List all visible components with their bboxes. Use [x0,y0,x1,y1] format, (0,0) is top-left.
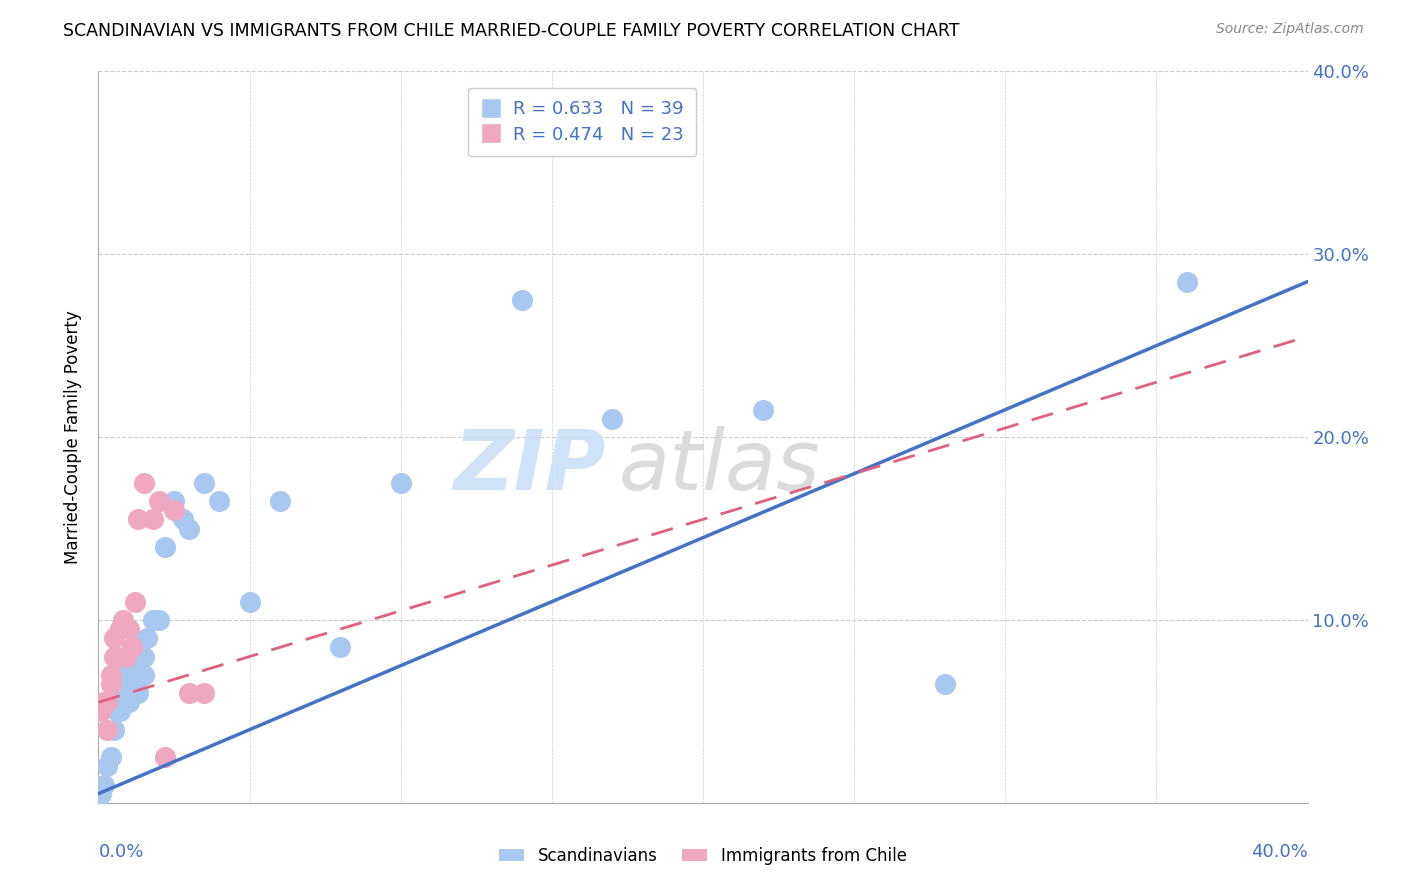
Point [96,695,118,709]
Text: 40.0%: 40.0% [1251,843,1308,861]
Point [93,695,115,709]
Point [108,686,131,700]
Point [108,705,131,719]
Point [103,686,125,700]
Point [153,540,176,554]
Point [124,594,146,608]
Point [114,649,136,664]
Point [239,594,262,608]
Point [132,649,155,664]
Point [103,723,125,737]
Point [96,759,118,773]
Point [153,750,176,764]
Point [148,613,170,627]
Point [108,622,131,636]
Point [127,512,149,526]
Point [329,640,352,655]
Legend: Scandinavians, Immigrants from Chile: Scandinavians, Immigrants from Chile [491,838,915,873]
Point [172,512,194,526]
Point [193,475,215,490]
Y-axis label: Married-Couple Family Poverty: Married-Couple Family Poverty [65,310,83,564]
Point [132,475,155,490]
Point [193,686,215,700]
Point [118,686,141,700]
Point [934,677,956,691]
Point [389,475,412,490]
Point [103,632,125,646]
Point [148,494,170,508]
Point [142,512,165,526]
Point [163,503,186,517]
Point [132,667,155,681]
Point [179,686,201,700]
Point [93,778,115,792]
Point [100,677,122,691]
Point [510,293,533,307]
Point [111,613,134,627]
Point [105,667,128,681]
Point [114,667,136,681]
Point [121,667,143,681]
Point [179,521,201,535]
Point [96,723,118,737]
Point [100,750,122,764]
Text: Source: ZipAtlas.com: Source: ZipAtlas.com [1216,22,1364,37]
Point [118,695,141,709]
Point [118,622,141,636]
Point [111,686,134,700]
Point [111,695,134,709]
Point [135,632,157,646]
Point [90,787,112,801]
Text: SCANDINAVIAN VS IMMIGRANTS FROM CHILE MARRIED-COUPLE FAMILY POVERTY CORRELATION : SCANDINAVIAN VS IMMIGRANTS FROM CHILE MA… [63,22,960,40]
Point [100,667,122,681]
Text: 0.0%: 0.0% [98,843,143,861]
Point [127,686,149,700]
Point [105,705,128,719]
Point [105,649,128,664]
Point [163,494,186,508]
Text: atlas: atlas [619,425,820,507]
Point [752,402,775,417]
Point [103,649,125,664]
Point [602,412,624,426]
Text: ZIP: ZIP [454,425,606,507]
Point [269,494,291,508]
Point [127,640,149,655]
Point [208,494,231,508]
Legend: R = 0.633   N = 39, R = 0.474   N = 23: R = 0.633 N = 39, R = 0.474 N = 23 [468,87,696,156]
Point [124,658,146,673]
Point [1175,275,1198,289]
Point [90,705,112,719]
Point [121,640,143,655]
Point [142,613,165,627]
